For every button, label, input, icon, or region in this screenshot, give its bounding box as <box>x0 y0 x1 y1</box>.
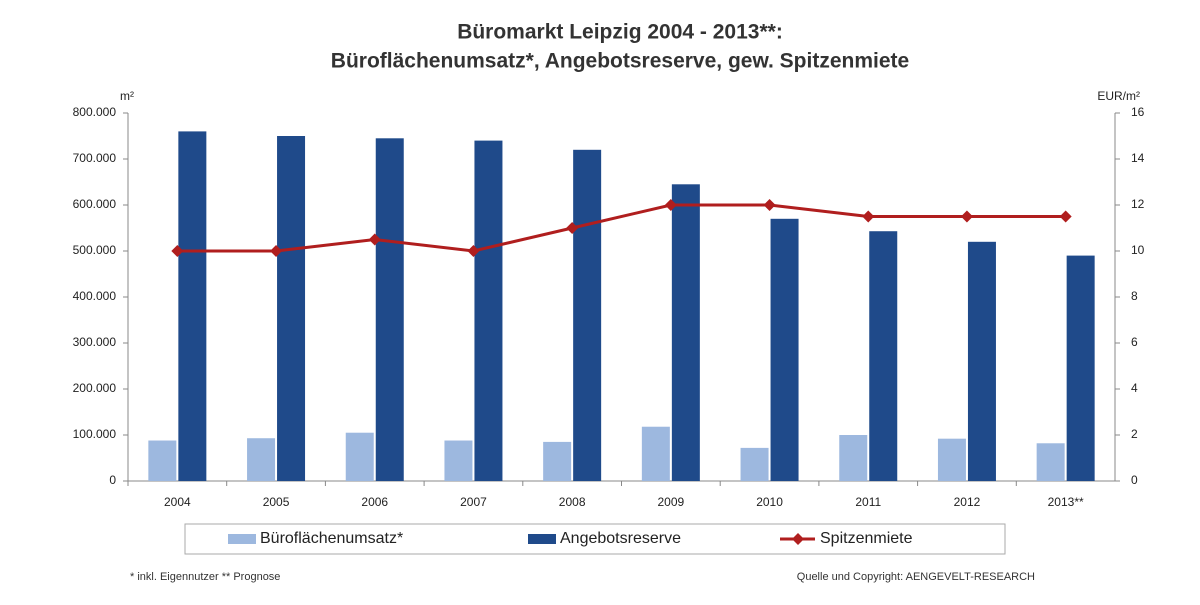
line-marker <box>467 245 480 257</box>
bar <box>641 426 670 481</box>
y2-tick-label: 16 <box>1131 105 1145 119</box>
chart-title: Büromarkt Leipzig 2004 - 2013**: <box>457 21 783 44</box>
legend-label: Spitzenmiete <box>820 530 913 547</box>
legend-box <box>184 523 1006 555</box>
y-tick-label: 0 <box>109 473 116 487</box>
y-tick-label: 500.000 <box>73 243 117 257</box>
x-tick-label: 2013** <box>1048 495 1084 509</box>
x-tick-label: 2005 <box>263 495 290 509</box>
bar <box>869 231 898 481</box>
y2-tick-label: 0 <box>1131 473 1138 487</box>
x-tick-label: 2004 <box>164 495 191 509</box>
bar <box>148 440 177 481</box>
legend-label: Büroflächenumsatz* <box>260 530 403 547</box>
line-marker <box>270 245 283 257</box>
bar <box>573 149 602 482</box>
bar <box>839 435 868 481</box>
line-marker <box>862 210 875 223</box>
bar <box>770 218 799 482</box>
line-marker <box>1059 210 1072 223</box>
y2-tick-label: 12 <box>1131 197 1145 211</box>
x-tick-label: 2007 <box>460 495 487 509</box>
x-tick-label: 2008 <box>559 495 586 509</box>
y2-tick-label: 6 <box>1131 335 1138 349</box>
bar <box>444 440 473 481</box>
x-tick-label: 2006 <box>361 495 388 509</box>
y2-tick-label: 14 <box>1131 151 1145 165</box>
bar <box>178 131 207 481</box>
bar <box>277 136 306 481</box>
footnote: * inkl. Eigennutzer ** Prognose <box>130 571 280 583</box>
chart-subtitle: Büroflächenumsatz*, Angebotsreserve, gew… <box>331 50 909 73</box>
bar <box>1066 255 1095 481</box>
x-tick-label: 2012 <box>954 495 981 509</box>
bar <box>671 184 700 482</box>
line-marker <box>664 199 677 211</box>
y-tick-label: 400.000 <box>73 289 117 303</box>
bar <box>1036 443 1065 481</box>
x-tick-label: 2011 <box>855 495 881 509</box>
x-tick-label: 2009 <box>657 495 684 509</box>
y-tick-label: 300.000 <box>73 335 117 349</box>
line-marker <box>171 245 184 257</box>
legend-label: Angebotsreserve <box>560 530 681 547</box>
bar <box>247 438 276 481</box>
y-tick-label: 600.000 <box>73 197 117 211</box>
y-axis-label: m² <box>120 89 134 103</box>
line-marker <box>960 210 973 223</box>
bar <box>375 138 404 482</box>
bar <box>543 441 572 481</box>
bar <box>345 432 374 481</box>
y2-axis-label: EUR/m² <box>1097 89 1140 103</box>
bar <box>740 447 769 481</box>
y-tick-label: 100.000 <box>73 427 117 441</box>
line-marker <box>368 233 381 246</box>
legend-swatch <box>228 534 256 544</box>
line-marker <box>763 199 776 211</box>
bar <box>937 438 966 481</box>
y2-tick-label: 8 <box>1131 289 1138 303</box>
bar <box>967 241 996 481</box>
y2-tick-label: 2 <box>1131 427 1138 441</box>
y2-tick-label: 4 <box>1131 381 1138 395</box>
bar <box>474 140 503 481</box>
legend-swatch <box>528 534 556 544</box>
source: Quelle und Copyright: AENGEVELT-RESEARCH <box>797 571 1035 583</box>
y2-tick-label: 10 <box>1131 243 1145 257</box>
y-tick-label: 700.000 <box>73 151 117 165</box>
x-tick-label: 2010 <box>756 495 783 509</box>
y-tick-label: 200.000 <box>73 381 117 395</box>
legend-swatch-marker <box>792 533 804 545</box>
y-tick-label: 800.000 <box>73 105 117 119</box>
line-marker <box>566 222 579 234</box>
line <box>177 203 1066 253</box>
